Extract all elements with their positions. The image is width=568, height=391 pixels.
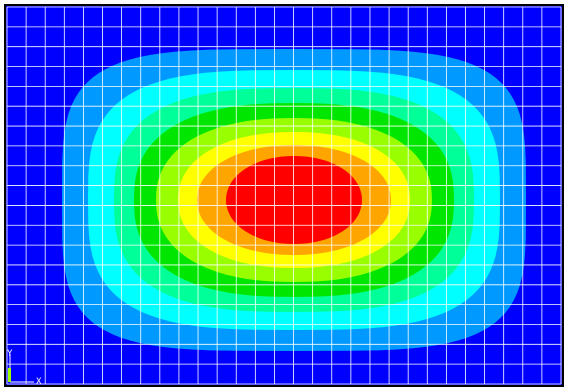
contour-band-9 [226,156,362,244]
graphics-viewport[interactable]: Y X [4,4,564,387]
triad-x-label: X [36,377,42,387]
triad-z-marker [8,368,11,382]
contour-bands [62,49,526,351]
element-mesh [6,6,562,385]
triad-y-label: Y [7,349,13,359]
contour-plot[interactable]: Y X [4,4,564,387]
coordinate-triad: Y X [7,349,42,387]
